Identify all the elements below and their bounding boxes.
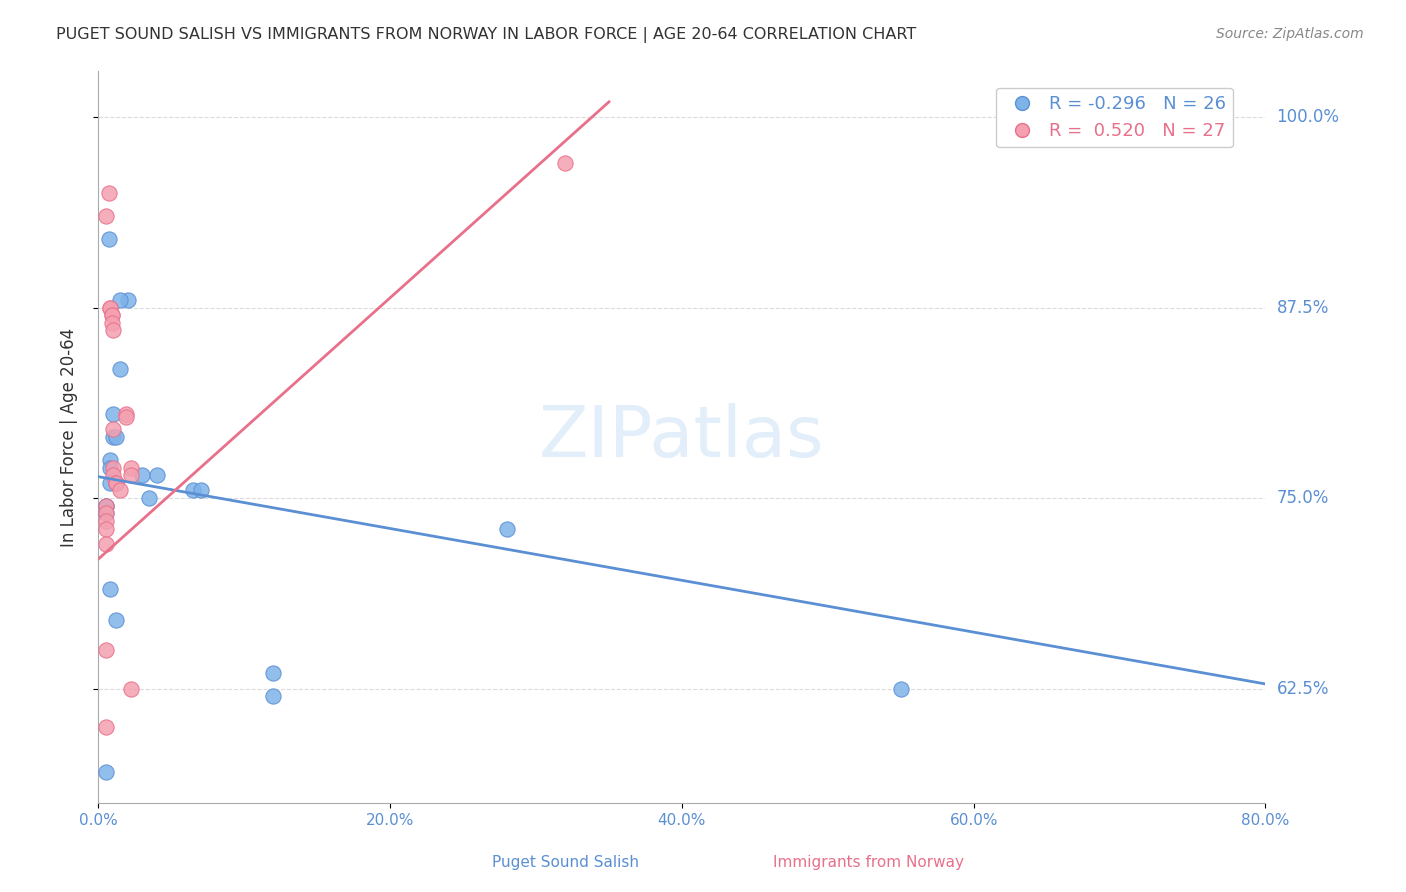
- Point: [94, 514, 117, 528]
- Point: [120, 681, 142, 696]
- Point: [495, 521, 517, 535]
- Text: ZIPatlas: ZIPatlas: [538, 402, 825, 472]
- Point: [98, 475, 121, 490]
- Point: [262, 666, 284, 681]
- Y-axis label: In Labor Force | Age 20-64: In Labor Force | Age 20-64: [59, 327, 77, 547]
- Text: PUGET SOUND SALISH VS IMMIGRANTS FROM NORWAY IN LABOR FORCE | AGE 20-64 CORRELAT: PUGET SOUND SALISH VS IMMIGRANTS FROM NO…: [56, 27, 917, 43]
- Text: Immigrants from Norway: Immigrants from Norway: [773, 855, 965, 870]
- Point: [97, 232, 120, 246]
- Text: Puget Sound Salish: Puget Sound Salish: [492, 855, 640, 870]
- Point: [98, 582, 121, 597]
- Point: [94, 537, 117, 551]
- Point: [94, 643, 117, 657]
- Point: [115, 410, 138, 425]
- Point: [115, 407, 138, 421]
- Point: [101, 407, 124, 421]
- Point: [94, 765, 117, 780]
- Point: [100, 308, 122, 322]
- Text: 100.0%: 100.0%: [1277, 108, 1340, 126]
- Text: 87.5%: 87.5%: [1277, 299, 1329, 317]
- Point: [101, 323, 124, 337]
- Point: [94, 499, 117, 513]
- Point: [100, 316, 122, 330]
- Point: [554, 156, 576, 170]
- Point: [110, 361, 132, 376]
- Point: [104, 475, 127, 490]
- Point: [94, 499, 117, 513]
- Point: [104, 430, 127, 444]
- Point: [101, 468, 124, 483]
- Point: [131, 468, 153, 483]
- Point: [120, 468, 142, 483]
- Point: [97, 186, 120, 201]
- Point: [138, 491, 160, 505]
- Point: [110, 483, 132, 498]
- Point: [100, 308, 122, 322]
- Point: [146, 468, 169, 483]
- Text: 62.5%: 62.5%: [1277, 680, 1329, 698]
- Point: [94, 506, 117, 520]
- Point: [94, 506, 117, 520]
- Point: [101, 460, 124, 475]
- Point: [98, 460, 121, 475]
- Point: [101, 430, 124, 444]
- Point: [98, 453, 121, 467]
- Text: Source: ZipAtlas.com: Source: ZipAtlas.com: [1216, 27, 1364, 41]
- Point: [101, 422, 124, 436]
- Point: [890, 681, 912, 696]
- Text: 75.0%: 75.0%: [1277, 489, 1329, 507]
- Point: [94, 209, 117, 223]
- Point: [98, 301, 121, 315]
- Point: [262, 689, 284, 703]
- Point: [117, 293, 139, 307]
- Point: [190, 483, 212, 498]
- Point: [181, 483, 204, 498]
- Point: [104, 613, 127, 627]
- Point: [110, 293, 132, 307]
- Point: [94, 521, 117, 535]
- Point: [94, 499, 117, 513]
- Point: [120, 460, 142, 475]
- Point: [94, 720, 117, 734]
- Legend: R = -0.296   N = 26, R =  0.520   N = 27: R = -0.296 N = 26, R = 0.520 N = 27: [997, 87, 1233, 147]
- Point: [104, 475, 127, 490]
- Point: [98, 301, 121, 315]
- Point: [104, 475, 127, 490]
